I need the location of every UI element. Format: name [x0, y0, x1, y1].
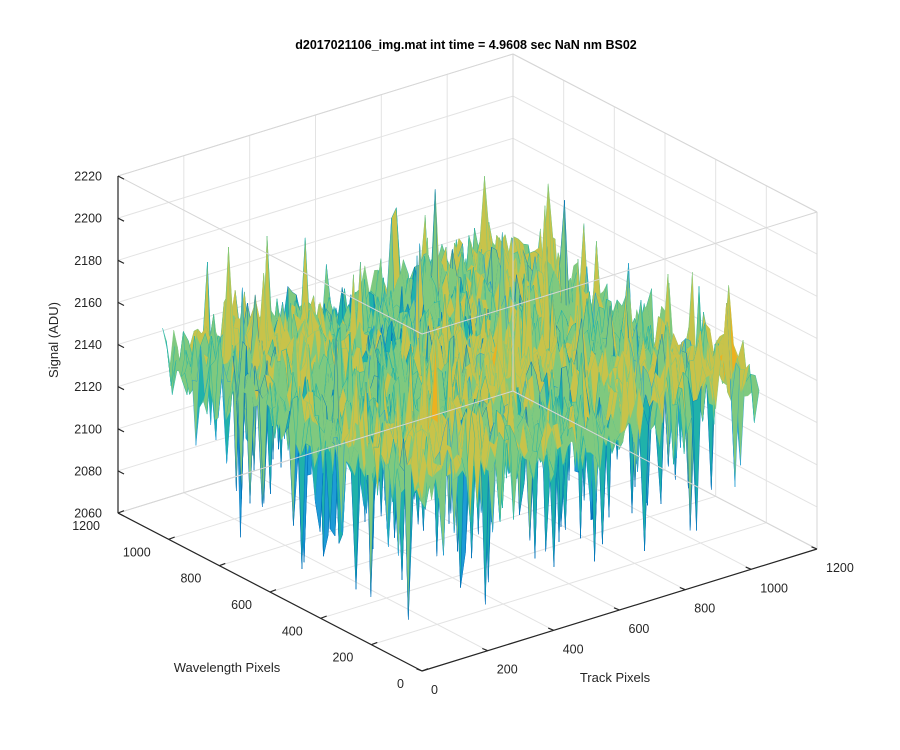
y-tick-label: 1200	[72, 519, 100, 533]
x-tick-label: 600	[629, 622, 650, 636]
z-tick-label: 2220	[74, 170, 102, 184]
y-tick-label: 0	[397, 677, 404, 691]
z-tick-labels: 2060 2080 2100 2120 2140 2160 2180 2200 2220	[74, 170, 102, 521]
z-tick-label: 2080	[74, 464, 102, 478]
y-tick-label: 800	[180, 572, 201, 586]
x-tick-label: 400	[563, 642, 584, 656]
x-tick-labels: 0 200 400 600 800 1000 1200	[431, 561, 854, 697]
y-tick-label: 1000	[123, 545, 151, 559]
y-tick-label: 600	[231, 598, 252, 612]
x-axis-label: Track Pixels	[580, 670, 651, 685]
x-tick-label: 800	[694, 602, 715, 616]
z-tick-label: 2140	[74, 338, 102, 352]
x-tick-label: 1200	[826, 561, 854, 575]
x-tick-label: 0	[431, 683, 438, 697]
x-tick-label: 1000	[760, 581, 788, 595]
z-axis-label: Signal (ADU)	[46, 302, 61, 378]
y-tick-label: 200	[332, 651, 353, 665]
z-tick-label: 2180	[74, 254, 102, 268]
y-axis-label: Wavelength Pixels	[174, 660, 281, 675]
chart-title: d2017021106_img.mat int time = 4.9608 se…	[295, 38, 637, 52]
x-tick-label: 200	[497, 663, 518, 677]
surface-patch	[162, 328, 172, 386]
z-tick-label: 2120	[74, 380, 102, 394]
z-tick-label: 2200	[74, 212, 102, 226]
surface-patch	[750, 373, 760, 423]
axes-lines	[117, 53, 818, 672]
y-tick-label: 400	[282, 624, 303, 638]
z-tick-label: 2060	[74, 507, 102, 521]
z-tick-label: 2160	[74, 296, 102, 310]
surface-mesh	[162, 176, 760, 620]
y-tick-labels: 0 200 400 600 800 1000 1200	[72, 519, 404, 691]
z-tick-label: 2100	[74, 422, 102, 436]
surface-patch	[418, 449, 428, 501]
